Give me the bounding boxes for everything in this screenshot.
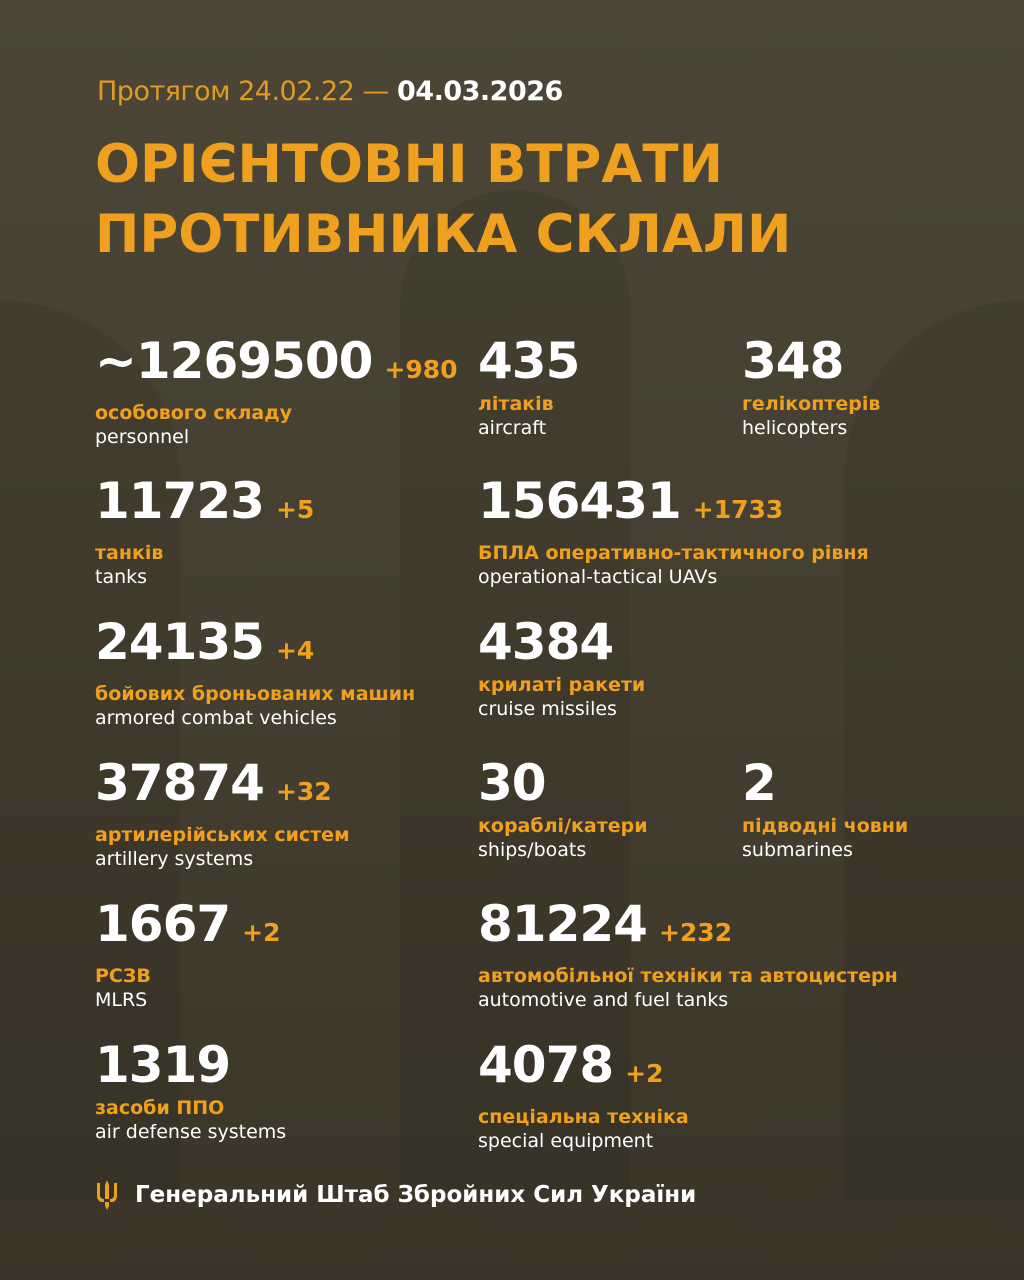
stat-delta: +980: [384, 355, 458, 384]
stat-value: 156431 +1733: [478, 473, 869, 538]
stat-label-ua: кораблі/катери: [478, 815, 648, 837]
stat-value: 37874 +32: [95, 755, 350, 820]
stat-number: 1319: [95, 1036, 231, 1094]
stat-aircraft: 435 літаків aircraft: [478, 332, 580, 439]
stat-number: 11723: [95, 472, 265, 530]
stat-artillery-systems: 37874 +32 артилерійських систем artillery s…: [95, 755, 350, 870]
stat-label-ua: артилерійських систем: [95, 824, 350, 846]
stat-number: 1667: [95, 895, 231, 953]
period-end: 04.03.2026: [397, 76, 563, 107]
stat-label-en: submarines: [742, 839, 853, 861]
stat-label-en: MLRS: [95, 989, 148, 1011]
stat-number: 24135: [95, 613, 265, 671]
stat-value: 11723 +5: [95, 473, 314, 538]
stat-label-en: personnel: [95, 426, 190, 448]
page-title: ОРІЄНТОВНІ ВТРАТИ ПРОТИВНИКА СКЛАЛИ: [95, 130, 791, 270]
stat-number: 156431: [478, 472, 682, 530]
stat-label-en: ships/boats: [478, 839, 587, 861]
stat-ships-boats: 30 кораблі/катери ships/boats: [478, 755, 648, 861]
stat-value: 30: [478, 755, 648, 811]
stat-label-ua: підводні човни: [742, 815, 909, 837]
stat-value: ~1269500 +980: [95, 333, 458, 398]
stat-number: 348: [742, 332, 844, 390]
stat-value: 4078 +2: [478, 1037, 689, 1102]
stat-label-ua: особового складу: [95, 402, 292, 424]
stat-delta: +2: [625, 1059, 664, 1088]
stat-number: 81224: [478, 895, 648, 953]
stat-delta: +2: [242, 918, 281, 947]
stat-value: 4384: [478, 614, 645, 670]
stat-label-en: artillery systems: [95, 848, 254, 870]
stat-label-ua: БПЛА оперативно-тактичного рівня: [478, 542, 869, 564]
stat-value: 1667 +2: [95, 896, 281, 961]
stat-cruise-missiles: 4384 крилаті ракети cruise missiles: [478, 614, 645, 720]
stat-helicopters: 348 гелікоптерів helicopters: [742, 333, 880, 439]
period-start: Протягом 24.02.22 —: [97, 76, 389, 107]
stat-label-ua: літаків: [478, 393, 554, 415]
stat-label-ua: автомобільної техніки та автоцистерн: [478, 965, 898, 987]
stat-number: 37874: [95, 754, 265, 812]
stat-label-en: operational-tactical UAVs: [478, 566, 718, 588]
stat-number: 435: [478, 332, 580, 390]
stat-value: 1319: [95, 1037, 286, 1093]
stat-label-ua: крилаті ракети: [478, 674, 646, 696]
stat-label-ua: засоби ППО: [95, 1097, 225, 1119]
period-subtitle: Протягом 24.02.22 — 04.03.2026: [97, 76, 563, 107]
stat-number: 2: [742, 754, 777, 812]
stat-value: 348: [742, 333, 880, 389]
stat-delta: +232: [658, 918, 733, 947]
stat-mlrs: 1667 +2 РСЗВ MLRS: [95, 896, 281, 1011]
stat-delta: +1733: [692, 495, 784, 524]
stat-value: 24135 +4: [95, 614, 415, 679]
stat-label-en: tanks: [95, 566, 148, 588]
stat-label-en: armored combat vehicles: [95, 707, 337, 729]
stat-automotive-and-fuel-tanks: 81224 +232 автомобільної техніки та автоци…: [478, 896, 898, 1011]
stat-personnel: ~1269500 +980 особового складу personnel: [95, 333, 458, 448]
title-line-2: ПРОТИВНИКА СКЛАЛИ: [95, 204, 792, 265]
stat-label-en: air defense systems: [95, 1121, 287, 1143]
stat-delta: +5: [275, 495, 315, 524]
background-trident-center: [400, 190, 630, 1190]
stat-label-en: aircraft: [478, 417, 547, 439]
stat-delta: +4: [275, 636, 315, 665]
stat-value: 2: [742, 755, 908, 811]
stat-label-en: helicopters: [742, 417, 848, 439]
stat-label-en: automotive and fuel tanks: [478, 989, 729, 1011]
stat-label-en: special equipment: [478, 1130, 654, 1152]
stat-label-ua: бойових броньованих машин: [95, 683, 416, 705]
trident-icon: [97, 1180, 117, 1210]
stat-operational-tactical-uavs: 156431 +1733 БПЛА оперативно-тактичного рі…: [478, 473, 869, 588]
stat-submarines: 2 підводні човни submarines: [742, 755, 908, 861]
background-trident-right: [844, 300, 1024, 1200]
footer-text: Генеральний Штаб Збройних Сил України: [135, 1182, 697, 1208]
stat-label-en: cruise missiles: [478, 698, 617, 720]
stat-value: 435: [478, 332, 580, 390]
stat-special-equipment: 4078 +2 спеціальна техніка special equipmen…: [478, 1037, 689, 1152]
stat-label-ua: танків: [95, 542, 164, 564]
stat-tanks: 11723 +5 танків tanks: [95, 473, 314, 588]
stat-value: 81224 +232: [478, 896, 898, 961]
title-line-1: ОРІЄНТОВНІ ВТРАТИ: [95, 134, 723, 195]
stat-label-ua: РСЗВ: [95, 965, 151, 987]
stat-delta: +32: [275, 777, 332, 806]
stat-armored-combat-vehicles: 24135 +4 бойових броньованих машин armored …: [95, 614, 415, 729]
stat-number: 4078: [478, 1036, 614, 1094]
background-trident-left: [0, 300, 180, 1200]
stat-label-ua: гелікоптерів: [742, 393, 881, 415]
stat-label-ua: спеціальна техніка: [478, 1106, 689, 1128]
stat-air-defense-systems: 1319 засоби ППО air defense systems: [95, 1037, 286, 1143]
footer: Генеральний Штаб Збройних Сил України: [95, 1180, 696, 1210]
stat-number: 30: [478, 754, 547, 812]
stat-number: 4384: [478, 613, 614, 671]
stat-number: ~1269500: [95, 332, 373, 390]
